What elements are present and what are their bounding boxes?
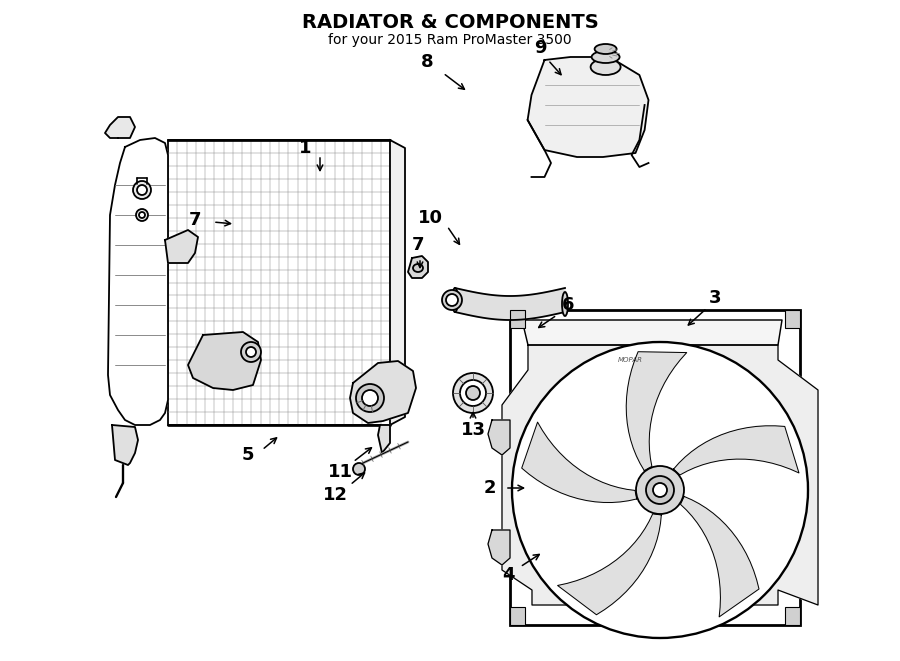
Polygon shape — [378, 425, 390, 453]
Circle shape — [246, 347, 256, 357]
Circle shape — [646, 476, 674, 504]
Text: 8: 8 — [420, 53, 433, 71]
Circle shape — [241, 342, 261, 362]
Text: RADIATOR & COMPONENTS: RADIATOR & COMPONENTS — [302, 13, 598, 32]
Circle shape — [137, 185, 147, 195]
Bar — [168, 140, 390, 425]
Bar — [510, 607, 525, 625]
Polygon shape — [558, 514, 662, 615]
Text: 13: 13 — [461, 421, 485, 439]
Ellipse shape — [562, 292, 568, 316]
Circle shape — [460, 380, 486, 406]
Polygon shape — [680, 496, 759, 617]
Polygon shape — [108, 138, 168, 425]
Circle shape — [133, 181, 151, 199]
Polygon shape — [488, 420, 510, 455]
Polygon shape — [673, 426, 799, 475]
Circle shape — [356, 384, 384, 412]
Polygon shape — [626, 352, 687, 471]
Text: 7: 7 — [412, 236, 424, 254]
Bar — [785, 310, 800, 328]
Polygon shape — [112, 425, 138, 465]
Polygon shape — [502, 345, 818, 605]
Text: 7: 7 — [189, 211, 202, 229]
Polygon shape — [408, 256, 428, 278]
Polygon shape — [350, 361, 416, 423]
Text: MOPAR: MOPAR — [617, 357, 643, 363]
Text: 10: 10 — [418, 209, 443, 227]
Polygon shape — [488, 530, 510, 565]
Ellipse shape — [590, 59, 621, 75]
Text: 5: 5 — [242, 446, 254, 464]
Ellipse shape — [591, 51, 619, 63]
Circle shape — [353, 463, 365, 475]
Text: for your 2015 Ram ProMaster 3500: for your 2015 Ram ProMaster 3500 — [328, 33, 572, 47]
Text: 2: 2 — [484, 479, 496, 497]
Circle shape — [136, 209, 148, 221]
Bar — [785, 607, 800, 625]
Text: 9: 9 — [534, 39, 546, 57]
Ellipse shape — [413, 264, 423, 272]
Circle shape — [442, 290, 462, 310]
Polygon shape — [390, 140, 405, 425]
Circle shape — [139, 212, 145, 218]
Text: 1: 1 — [299, 139, 311, 157]
Polygon shape — [522, 320, 782, 345]
Ellipse shape — [452, 288, 458, 312]
Bar — [510, 310, 525, 328]
Polygon shape — [527, 57, 649, 157]
Bar — [510, 310, 800, 625]
Circle shape — [446, 294, 458, 306]
Polygon shape — [165, 230, 198, 263]
Text: 12: 12 — [322, 486, 347, 504]
Text: 3: 3 — [709, 289, 721, 307]
Text: 11: 11 — [328, 463, 353, 481]
Polygon shape — [105, 117, 135, 138]
Circle shape — [512, 342, 808, 638]
Polygon shape — [188, 332, 261, 390]
Circle shape — [466, 386, 480, 400]
Circle shape — [453, 373, 493, 413]
Polygon shape — [522, 422, 636, 502]
Circle shape — [653, 483, 667, 497]
Text: 6: 6 — [562, 296, 574, 314]
Polygon shape — [455, 288, 565, 320]
Text: 4: 4 — [502, 566, 514, 584]
Ellipse shape — [595, 44, 616, 54]
Circle shape — [362, 390, 378, 406]
Circle shape — [636, 466, 684, 514]
